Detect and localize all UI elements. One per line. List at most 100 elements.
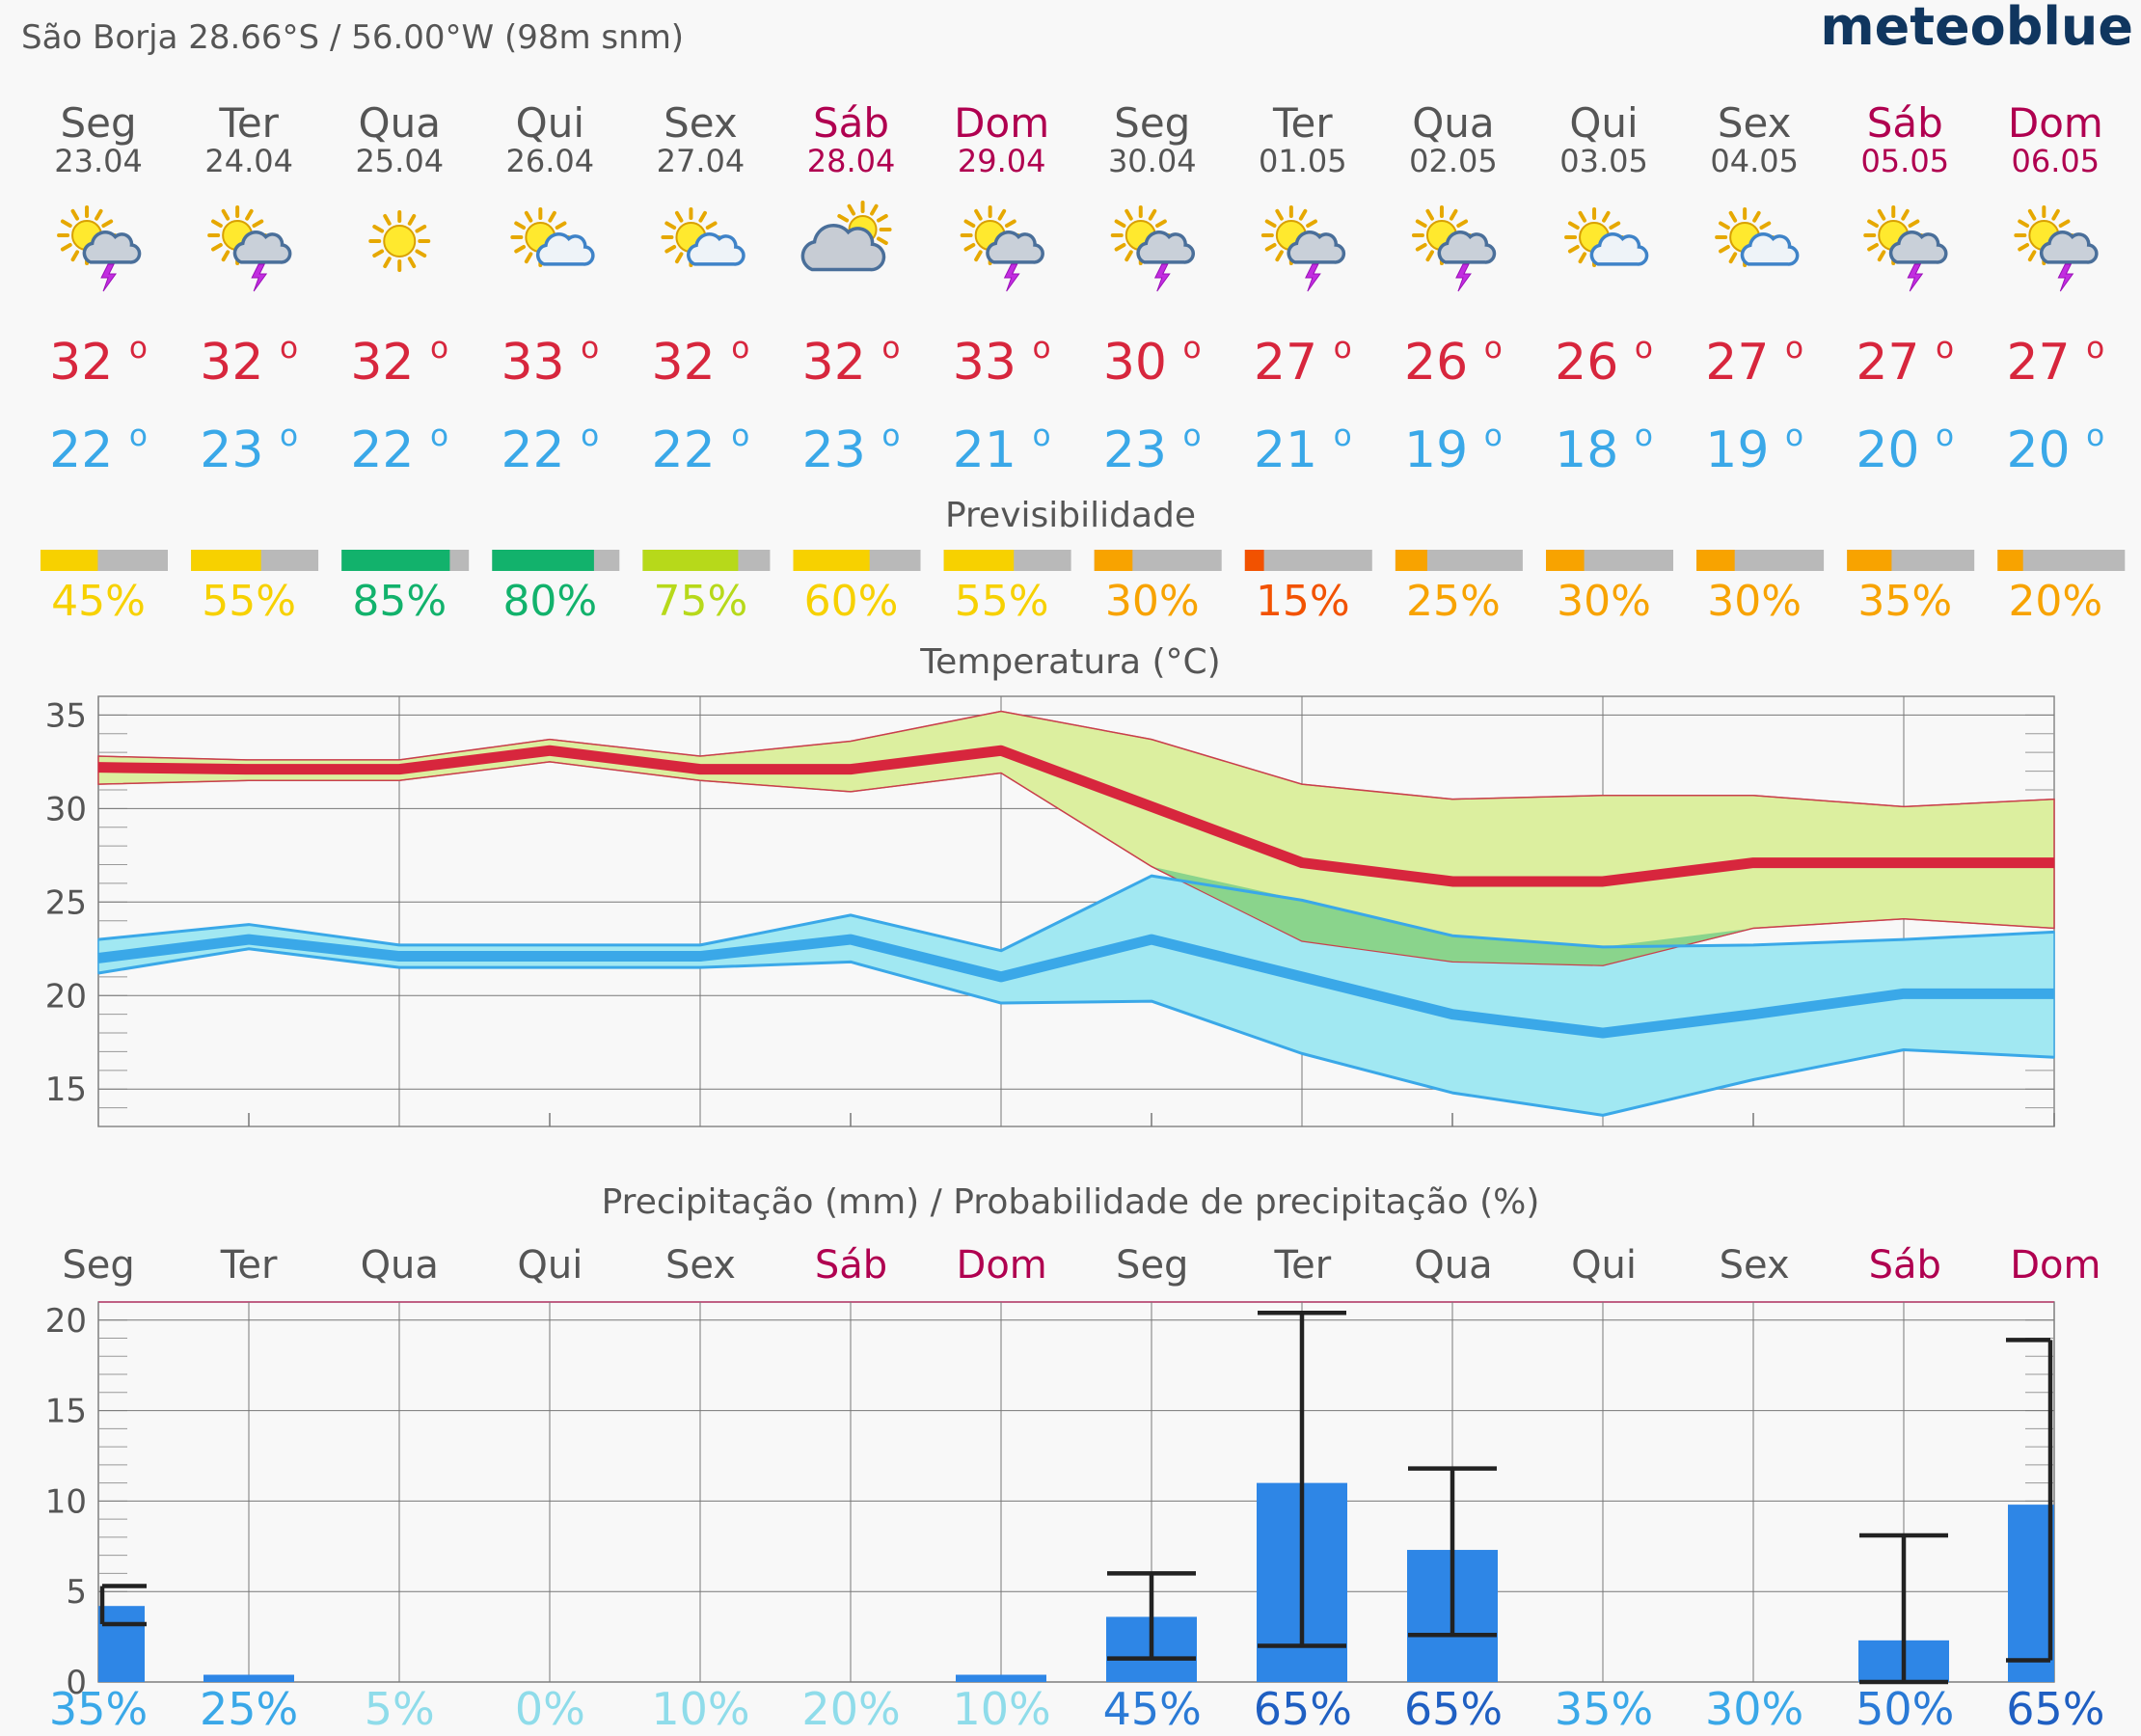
day-name: Sáb <box>1867 99 1943 147</box>
sun-ray <box>415 225 427 233</box>
lightning-bolt <box>251 263 268 292</box>
sun-ray <box>101 219 114 228</box>
precip-day-label: Qua <box>361 1243 439 1288</box>
sun-ray <box>1908 219 1920 228</box>
cloud-shape <box>800 223 886 272</box>
sun-ray <box>1275 208 1284 221</box>
day-name: Sex <box>1718 99 1792 147</box>
sun-ray <box>877 236 888 245</box>
precip-day-label: Sex <box>665 1243 736 1288</box>
sun-cloud-thunder-icon <box>1863 205 1948 292</box>
day-name: Qua <box>1412 99 1494 147</box>
sun-ray <box>698 210 707 223</box>
y-tick-label: 35 <box>45 696 87 735</box>
y-tick-label: 15 <box>45 1071 87 1109</box>
predictability-bar <box>191 550 261 571</box>
sun-ray <box>548 210 556 223</box>
sun-ray <box>2027 250 2037 262</box>
precip-day-label: Qui <box>517 1243 583 1288</box>
sun-ray <box>1449 208 1458 221</box>
precip-day-label: Ter <box>220 1243 278 1288</box>
sun-ray <box>1306 219 1317 228</box>
predictability-percent: 55% <box>955 577 1049 626</box>
day-date: 27.04 <box>657 143 745 179</box>
precip-probability: 65% <box>1254 1683 1352 1735</box>
lightning-bolt <box>2057 263 2074 292</box>
sun-ray <box>1567 245 1580 254</box>
day-date: 04.05 <box>1710 143 1799 179</box>
predictability-bar <box>943 550 1015 571</box>
sun-ray <box>211 219 223 228</box>
max-temp-line <box>97 745 2054 887</box>
precip-day-label: Qui <box>1571 1243 1637 1288</box>
predictability-bar <box>1395 550 1427 571</box>
sun-ray <box>415 249 427 258</box>
precipitation-chart-title: Precipitação (mm) / Probabilidade de pre… <box>602 1182 1540 1222</box>
min-temp-lower-line <box>97 947 2055 1117</box>
y-tick-label: 10 <box>45 1482 87 1521</box>
sun-ray <box>1148 208 1157 221</box>
weather-icon-row <box>57 201 2099 292</box>
cloud-shape <box>232 231 292 264</box>
min-temp-label: 22 o <box>350 419 448 479</box>
sun-cloud-thunder-icon <box>207 205 292 292</box>
min-temp-label: 22 o <box>49 419 148 479</box>
cloud-shape <box>1437 231 1497 264</box>
day-date: 01.05 <box>1259 143 1347 179</box>
predictability-bar <box>1546 550 1585 571</box>
sun-ray <box>870 203 879 216</box>
lightning-bolt <box>1455 263 1472 292</box>
precipitation-weekday-row: Seg Ter Qua Qui Sex Sáb Dom Seg Ter Qua Qui Sex Sáb D… <box>62 1243 2100 1288</box>
predictability-percent: 30% <box>1105 577 1200 626</box>
predictability-percent: 15% <box>1256 577 1350 626</box>
sun-ray <box>70 250 80 262</box>
precip-day-label: Qua <box>1414 1243 1492 1288</box>
predictability-bar <box>41 550 98 571</box>
sun-ray <box>383 214 392 226</box>
precip-bar <box>98 1606 145 1682</box>
min-temp-line <box>97 934 2054 1039</box>
y-tick-label: 15 <box>45 1393 87 1431</box>
predictability-percent: 60% <box>804 577 899 626</box>
sun-ray <box>1425 208 1434 221</box>
sun-ray <box>1877 208 1886 221</box>
sun-ray <box>1415 219 1427 228</box>
precip-probability: 35% <box>1555 1683 1653 1735</box>
precip-bar <box>956 1674 1046 1682</box>
sun-ray <box>514 221 527 230</box>
sun-ray <box>1004 219 1016 228</box>
sun-cloud-thunder-icon <box>960 205 1044 292</box>
day-date: 02.05 <box>1409 143 1498 179</box>
max-temp-label: 27 o <box>1705 331 1803 392</box>
sun-ray <box>383 257 392 268</box>
max-temp-label: 32 o <box>802 331 901 392</box>
min-temp-label: 23 o <box>802 419 901 479</box>
sun-ray <box>1602 210 1611 223</box>
sun-ray <box>847 203 856 216</box>
sun-ray <box>524 210 533 223</box>
sun-ray <box>1567 221 1580 230</box>
precip-probability: 35% <box>49 1683 148 1735</box>
sun-ray <box>252 219 264 228</box>
max-temp-label: 26 o <box>1555 331 1653 392</box>
day-name: Ter <box>218 99 279 147</box>
sun-ray <box>2051 208 2060 221</box>
sun-cloud-thunder-icon <box>2014 205 2099 292</box>
temperature-summary-row: 32 o 22 o 32 o 23 o 32 o 22 o 33 o 22 o 32 o 22 o… <box>49 331 2104 479</box>
sun-cloud-thunder-icon <box>1260 205 1346 292</box>
precip-probability: 25% <box>200 1683 298 1735</box>
day-name: Seg <box>1114 99 1190 147</box>
sun-ray <box>2058 219 2071 228</box>
max-temp-lower-line <box>97 761 2055 966</box>
meteoblue-logo[interactable]: meteoblue <box>1820 0 2133 57</box>
precipitation-chart: 0 5 10 15 20 <box>45 1301 2055 1702</box>
sun-ray <box>974 208 983 221</box>
sun-ray <box>1719 245 1730 254</box>
predictability-percent: 80% <box>502 577 597 626</box>
day-name: Sáb <box>813 99 889 147</box>
day-name: Dom <box>954 99 1049 147</box>
max-temp-label: 27 o <box>2006 331 2104 392</box>
sun-ray <box>211 243 223 252</box>
predictability-row: 45% 55% 85% 80% 75% 60% 55% 30% 15% 25% 30% 30% 35% 2… <box>41 550 2126 626</box>
max-temp-label: 26 o <box>1404 331 1503 392</box>
